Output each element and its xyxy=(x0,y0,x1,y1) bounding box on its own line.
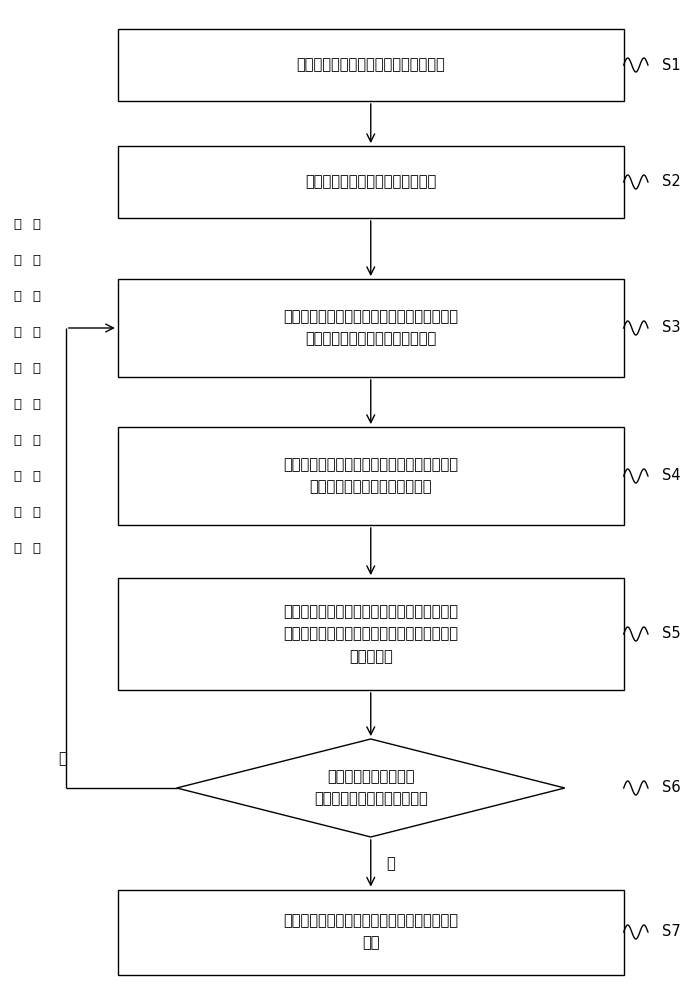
Text: S5: S5 xyxy=(662,626,681,642)
Text: 据: 据 xyxy=(32,471,40,484)
Text: 获取轨迹数据和毫米波雷达的点云数据: 获取轨迹数据和毫米波雷达的点云数据 xyxy=(297,57,445,73)
Text: 处: 处 xyxy=(13,542,21,555)
FancyBboxPatch shape xyxy=(118,427,624,525)
Text: 否: 否 xyxy=(58,751,67,766)
Text: 雷: 雷 xyxy=(32,362,40,375)
Text: 它: 它 xyxy=(32,254,40,267)
FancyBboxPatch shape xyxy=(118,279,624,377)
Text: 米: 米 xyxy=(32,326,40,340)
Text: 毫: 毫 xyxy=(13,326,21,340)
FancyBboxPatch shape xyxy=(118,890,624,974)
FancyBboxPatch shape xyxy=(118,146,624,218)
Text: 云: 云 xyxy=(32,434,40,448)
Text: 基于变换得到的世界坐标系中的点，获取雷达
击中点于所述栅格地图中的位置: 基于变换得到的世界坐标系中的点，获取雷达 击中点于所述栅格地图中的位置 xyxy=(283,457,458,495)
Text: 基于所述轨迹数据初始化栅格地图: 基于所述轨迹数据初始化栅格地图 xyxy=(305,174,437,190)
Text: S3: S3 xyxy=(662,320,681,336)
FancyBboxPatch shape xyxy=(118,578,624,690)
Text: 波: 波 xyxy=(13,362,21,375)
Text: 完: 完 xyxy=(13,219,21,232)
Text: 其: 其 xyxy=(13,254,21,267)
Text: 达: 达 xyxy=(13,398,21,412)
Text: S6: S6 xyxy=(662,780,681,796)
Text: 帧: 帧 xyxy=(13,290,21,303)
Text: 分别调整所述雷达击中点的概率值和调整未被
占用的点的概率值，并基于调整后的概率值更
新栅格地图: 分别调整所述雷达击中点的概率值和调整未被 占用的点的概率值，并基于调整后的概率值… xyxy=(283,604,458,664)
Text: 数: 数 xyxy=(13,471,21,484)
FancyBboxPatch shape xyxy=(118,29,624,101)
Text: 的: 的 xyxy=(32,290,40,303)
Polygon shape xyxy=(177,739,565,837)
Text: 的: 的 xyxy=(13,506,21,519)
Text: 成: 成 xyxy=(32,219,40,232)
Text: S2: S2 xyxy=(662,174,681,190)
Text: 点: 点 xyxy=(13,434,21,448)
Text: 是: 是 xyxy=(386,856,395,871)
Text: 检测是否完成所有帧的
毫米波雷达的点云数据的处理: 检测是否完成所有帧的 毫米波雷达的点云数据的处理 xyxy=(314,769,428,807)
Text: S7: S7 xyxy=(662,924,681,940)
Text: 将当前帧的毫米波雷达的点云数据与对应的所
述轨迹数据相乘变换到世界坐标系: 将当前帧的毫米波雷达的点云数据与对应的所 述轨迹数据相乘变换到世界坐标系 xyxy=(283,309,458,347)
Text: 理: 理 xyxy=(32,542,40,555)
Text: 的: 的 xyxy=(32,398,40,412)
Text: 基于各帧中雷达击中点的概率值保存所述栅格
地图: 基于各帧中雷达击中点的概率值保存所述栅格 地图 xyxy=(283,913,458,951)
Text: S4: S4 xyxy=(662,468,681,484)
Text: S1: S1 xyxy=(662,57,681,73)
Text: 处: 处 xyxy=(32,506,40,519)
